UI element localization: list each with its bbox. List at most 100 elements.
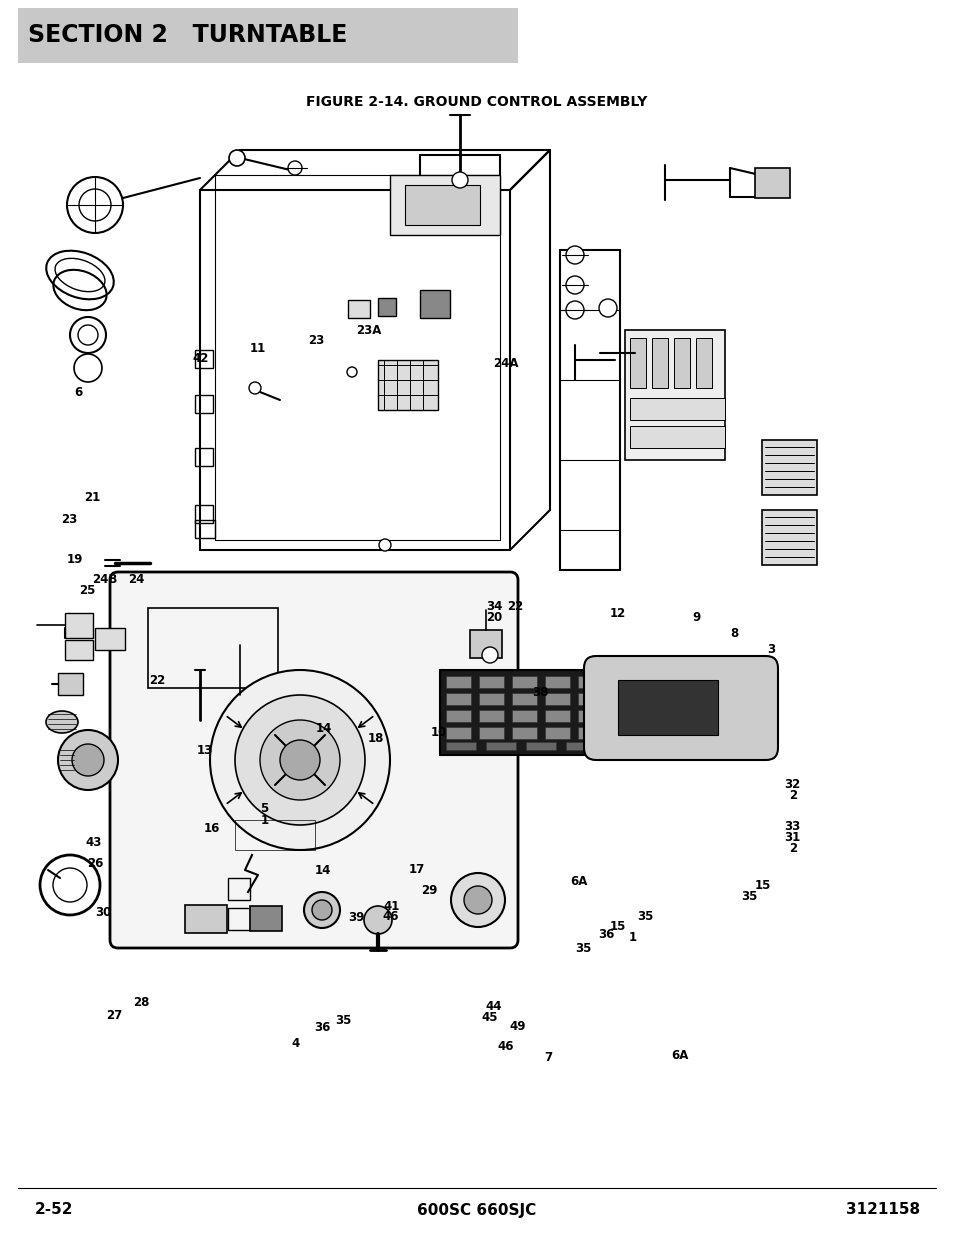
Text: 42: 42 bbox=[192, 352, 209, 364]
Text: 46: 46 bbox=[382, 910, 399, 923]
Bar bbox=[525, 742, 556, 750]
Bar bbox=[629, 426, 724, 448]
Circle shape bbox=[378, 538, 391, 551]
Text: 1: 1 bbox=[628, 931, 636, 944]
Text: 22: 22 bbox=[506, 600, 523, 613]
Bar bbox=[761, 510, 816, 564]
Text: 3121158: 3121158 bbox=[845, 1203, 919, 1218]
Text: 44: 44 bbox=[485, 1000, 502, 1013]
Bar bbox=[578, 727, 602, 739]
Text: 15: 15 bbox=[754, 879, 771, 892]
Bar bbox=[405, 185, 479, 225]
Text: 11: 11 bbox=[249, 342, 266, 354]
Text: 17: 17 bbox=[408, 863, 425, 876]
Bar bbox=[651, 338, 667, 388]
Text: 6: 6 bbox=[74, 387, 82, 399]
Text: 49: 49 bbox=[509, 1020, 526, 1032]
Text: 34: 34 bbox=[485, 600, 502, 613]
Bar bbox=[446, 742, 476, 750]
Bar bbox=[446, 676, 471, 688]
Text: 28: 28 bbox=[132, 997, 150, 1009]
Circle shape bbox=[260, 720, 339, 800]
Text: 36: 36 bbox=[598, 929, 615, 941]
Bar bbox=[18, 7, 517, 63]
Text: 5: 5 bbox=[260, 803, 268, 815]
Text: 12: 12 bbox=[609, 608, 626, 620]
Circle shape bbox=[58, 730, 118, 790]
Text: 2-52: 2-52 bbox=[35, 1203, 73, 1218]
Bar bbox=[512, 710, 537, 722]
Bar bbox=[194, 520, 214, 538]
Bar bbox=[754, 168, 789, 198]
Bar bbox=[544, 710, 569, 722]
Text: 35: 35 bbox=[335, 1014, 352, 1026]
Bar bbox=[544, 693, 569, 705]
Bar bbox=[390, 175, 499, 235]
Text: 23: 23 bbox=[308, 335, 325, 347]
Bar bbox=[377, 298, 395, 316]
Bar bbox=[185, 905, 227, 932]
Bar bbox=[194, 505, 213, 522]
Bar bbox=[234, 820, 314, 850]
Bar bbox=[470, 630, 501, 658]
Bar bbox=[148, 608, 277, 688]
Bar bbox=[544, 676, 569, 688]
Text: 2: 2 bbox=[788, 842, 796, 855]
Bar bbox=[696, 338, 711, 388]
Circle shape bbox=[481, 647, 497, 663]
Circle shape bbox=[565, 246, 583, 264]
Bar bbox=[446, 727, 471, 739]
Circle shape bbox=[74, 354, 102, 382]
Circle shape bbox=[53, 868, 87, 902]
Bar bbox=[65, 613, 92, 638]
Bar bbox=[512, 693, 537, 705]
Text: 24: 24 bbox=[128, 573, 145, 585]
Circle shape bbox=[234, 695, 365, 825]
Text: 16: 16 bbox=[203, 823, 220, 835]
Circle shape bbox=[565, 275, 583, 294]
Text: 35: 35 bbox=[740, 890, 758, 903]
Circle shape bbox=[347, 367, 356, 377]
Circle shape bbox=[364, 906, 392, 934]
Text: 8: 8 bbox=[730, 627, 738, 640]
Text: 38: 38 bbox=[531, 687, 548, 699]
Ellipse shape bbox=[46, 711, 78, 734]
Text: 20: 20 bbox=[485, 611, 502, 624]
Bar bbox=[618, 680, 718, 735]
Text: 32: 32 bbox=[783, 778, 801, 790]
Circle shape bbox=[598, 299, 617, 317]
Text: 29: 29 bbox=[420, 884, 437, 897]
Bar bbox=[194, 395, 213, 412]
Text: 1: 1 bbox=[260, 814, 268, 826]
Text: 14: 14 bbox=[315, 722, 333, 735]
Bar bbox=[348, 300, 370, 317]
Text: 19: 19 bbox=[66, 553, 83, 566]
Circle shape bbox=[280, 740, 319, 781]
Circle shape bbox=[78, 325, 98, 345]
Bar bbox=[624, 330, 724, 459]
Text: 2: 2 bbox=[788, 789, 796, 802]
Text: 27: 27 bbox=[106, 1009, 123, 1021]
Text: 23A: 23A bbox=[356, 325, 381, 337]
Bar bbox=[446, 693, 471, 705]
Circle shape bbox=[304, 892, 339, 927]
Bar bbox=[228, 878, 250, 900]
Bar bbox=[58, 673, 83, 695]
Text: 6A: 6A bbox=[671, 1050, 688, 1062]
Bar bbox=[419, 290, 450, 317]
Bar bbox=[512, 676, 537, 688]
Circle shape bbox=[79, 189, 111, 221]
Text: 24A: 24A bbox=[493, 357, 517, 369]
Text: 36: 36 bbox=[314, 1021, 331, 1034]
Bar bbox=[629, 338, 645, 388]
Text: 26: 26 bbox=[87, 857, 104, 869]
Text: 9: 9 bbox=[692, 611, 700, 624]
Circle shape bbox=[565, 301, 583, 319]
Text: 23: 23 bbox=[61, 514, 78, 526]
Text: 24B: 24B bbox=[92, 573, 117, 585]
Text: 43: 43 bbox=[85, 836, 102, 848]
Circle shape bbox=[229, 149, 245, 165]
Bar bbox=[65, 640, 92, 659]
Text: 31: 31 bbox=[783, 831, 801, 844]
Bar bbox=[512, 727, 537, 739]
